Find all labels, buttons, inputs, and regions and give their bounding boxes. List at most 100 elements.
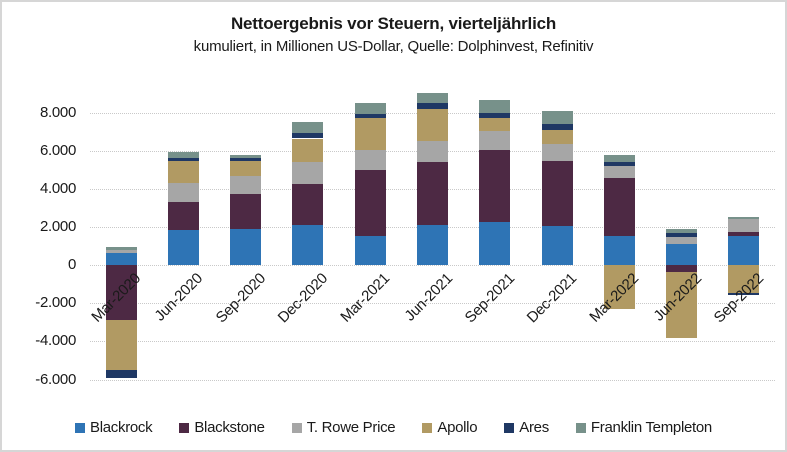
bar-segment	[292, 162, 324, 185]
chart-subtitle: kumuliert, in Millionen US-Dollar, Quell…	[193, 38, 594, 55]
bar-segment	[292, 138, 324, 163]
y-tick-label: -4.000	[35, 332, 76, 350]
bar-segment	[292, 133, 324, 139]
bar-segment	[666, 233, 698, 237]
y-tick-label: -2.000	[35, 294, 76, 312]
legend-item: T. Rowe Price	[291, 419, 396, 436]
bar-segment	[666, 236, 698, 245]
bar-segment	[167, 202, 199, 230]
bar-segment	[167, 183, 199, 203]
bar-segment	[603, 154, 635, 163]
bar-segment	[230, 193, 262, 229]
bar-segment	[354, 113, 386, 119]
legend-label: Franklin Templeton	[590, 419, 712, 436]
gridline	[90, 265, 775, 267]
legend-item: Apollo	[422, 419, 478, 436]
bar-segment	[417, 92, 448, 104]
legend-swatch-icon	[575, 422, 586, 433]
bar-segment	[354, 169, 386, 236]
bar-segment	[479, 130, 511, 150]
legend-item: Franklin Templeton	[575, 419, 712, 436]
legend-label: Apollo	[437, 419, 478, 436]
bar-segment	[603, 177, 635, 236]
bar-segment	[230, 175, 262, 194]
bar-segment	[230, 154, 262, 159]
bar-segment	[292, 184, 324, 226]
bar-segment	[728, 232, 760, 236]
bar-segment	[417, 108, 448, 142]
y-tick-label: 8.000	[39, 103, 76, 121]
bar-segment	[728, 219, 760, 233]
x-tick-label: Jun-2021	[400, 270, 456, 325]
y-tick-label: 4.000	[39, 180, 76, 197]
bar-segment	[230, 158, 262, 162]
bar-segment	[541, 129, 573, 145]
bar-segment	[105, 247, 137, 250]
bar-segment	[354, 149, 386, 170]
bar-segment	[666, 229, 698, 234]
bar-segment	[354, 103, 386, 114]
bar-segment	[728, 265, 760, 293]
bar-segment	[479, 149, 511, 223]
bar-segment	[105, 265, 137, 320]
bar-segment	[105, 370, 137, 378]
bar-segment	[292, 225, 324, 266]
bar-segment	[417, 141, 448, 163]
bar-segment	[479, 222, 511, 266]
y-tick-label: 2.000	[39, 218, 76, 236]
x-tick-label: Mar-2021	[337, 270, 394, 326]
bar-segment	[167, 152, 199, 158]
bar-segment	[728, 292, 760, 295]
legend-swatch-icon	[179, 422, 190, 433]
gridline	[90, 341, 775, 343]
legend-swatch-icon	[75, 422, 86, 433]
bar-segment	[603, 265, 635, 310]
legend-swatch-icon	[422, 422, 433, 433]
bar-segment	[230, 161, 262, 176]
bar-segment	[167, 161, 199, 184]
bar-segment	[292, 121, 324, 134]
x-tick-label: Sep-2020	[212, 270, 269, 327]
y-axis-labels: 8.000 6.000 4.000 2.000 0 -2.000 -4.000 -6.000	[2, 88, 82, 391]
bar-segment	[479, 100, 511, 113]
bar-segment	[354, 118, 386, 150]
bar-segment	[105, 252, 137, 266]
bar-segment	[541, 124, 573, 130]
bar-segment	[417, 225, 448, 266]
bar-segment	[603, 235, 635, 266]
legend-item: Blackstone	[179, 419, 265, 436]
y-tick-label: -6.000	[35, 370, 76, 388]
y-tick-label: 0	[67, 256, 76, 274]
bar-segment	[541, 110, 573, 125]
x-tick-label: Sep-2021	[461, 270, 518, 327]
legend-swatch-icon	[504, 422, 515, 433]
legend-label: T. Rowe Price	[306, 419, 396, 436]
bar-segment	[666, 271, 698, 338]
legend-label: Ares	[519, 419, 549, 436]
bar-segment	[479, 112, 511, 119]
bar-segment	[541, 161, 573, 227]
bar-segment	[167, 229, 199, 266]
bar-segment	[479, 118, 511, 131]
bar-segment	[603, 166, 635, 178]
x-tick-label: Dec-2020	[274, 270, 331, 327]
plot-area: Mar-2020 Jun-2020 Sep-2020 Dec-2020 Mar-2021…	[88, 88, 775, 391]
bar-segment	[541, 226, 573, 266]
bar-segment	[603, 162, 635, 167]
bar-segment	[417, 103, 448, 109]
chart-title: Nettoergebnis vor Steuern, vierteljährli…	[230, 14, 557, 33]
bar-segment	[230, 229, 262, 266]
bar-segment	[354, 235, 386, 266]
gridline	[90, 379, 775, 381]
x-tick-label: Jun-2020	[151, 270, 207, 325]
bar-segment	[666, 244, 698, 266]
bar-segment	[417, 162, 448, 226]
bar-segment	[105, 249, 137, 253]
gridline	[90, 303, 775, 305]
bar-segment	[728, 217, 760, 219]
bar-segment	[105, 319, 137, 371]
x-tick-label: Dec-2021	[523, 270, 581, 327]
legend-label: Blackstone	[194, 419, 265, 436]
legend: Blackrock Blackstone T. Rowe Price Apollo Ar…	[2, 419, 785, 436]
